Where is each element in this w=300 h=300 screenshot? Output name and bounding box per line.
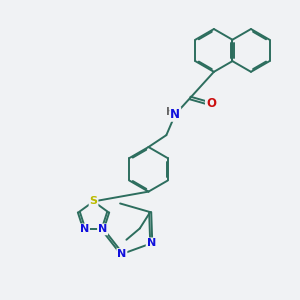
Text: N: N xyxy=(147,238,156,248)
Text: O: O xyxy=(206,98,216,110)
Text: S: S xyxy=(89,196,98,206)
Text: N: N xyxy=(98,224,107,234)
Text: N: N xyxy=(80,224,89,234)
Text: N: N xyxy=(170,108,180,121)
Text: N: N xyxy=(117,249,127,259)
Text: H: H xyxy=(166,107,174,117)
